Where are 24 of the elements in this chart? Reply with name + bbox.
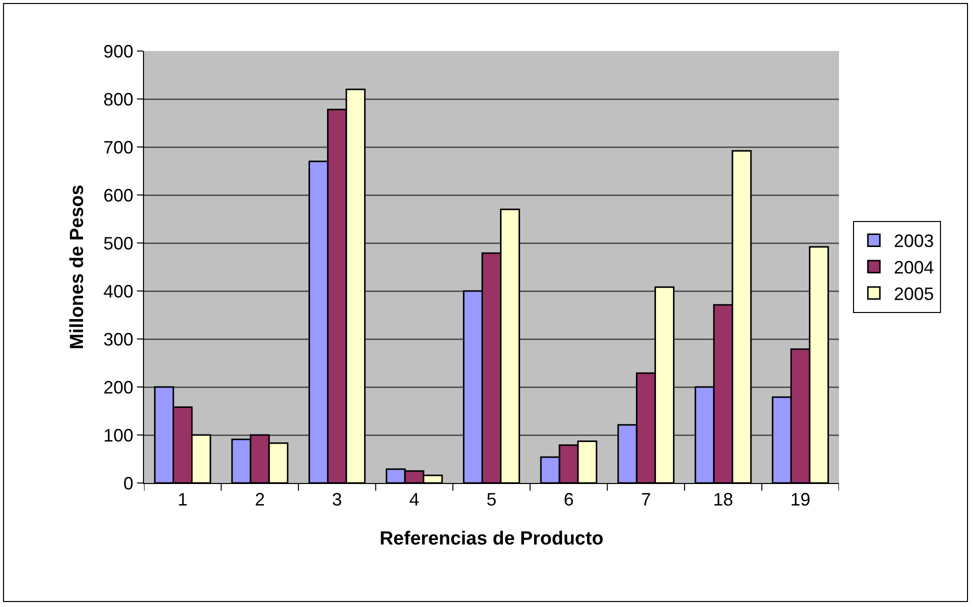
x-tick-label: 6 (564, 490, 574, 510)
x-tick-label: 4 (409, 490, 420, 510)
y-axis-title: Millones de Pesos (67, 184, 88, 350)
x-tick-label: 7 (640, 490, 651, 510)
y-tick-label: 900 (103, 41, 134, 62)
x-tick-label: 3 (332, 490, 342, 510)
x-tick-label: 18 (713, 490, 734, 510)
y-tick-label: 300 (103, 329, 134, 350)
y-tick-label: 700 (103, 137, 134, 158)
y-tick-label: 800 (103, 89, 134, 110)
y-tick-label: 500 (103, 233, 134, 254)
y-tick-label: 400 (103, 281, 134, 302)
y-tick-label: 600 (103, 185, 134, 206)
x-tick-label: 2 (254, 490, 265, 510)
y-tick-label: 0 (123, 473, 134, 494)
legend-label: 2005 (894, 284, 934, 304)
y-tick-label: 100 (103, 425, 134, 446)
x-axis-title: Referencias de Producto (380, 528, 604, 550)
x-tick-label: 5 (486, 490, 497, 510)
x-tick-label: 1 (178, 490, 188, 510)
y-tick-label: 200 (103, 377, 134, 398)
legend-label: 2004 (894, 258, 934, 278)
legend-label: 2003 (894, 231, 934, 252)
x-tick-label: 19 (790, 490, 810, 510)
